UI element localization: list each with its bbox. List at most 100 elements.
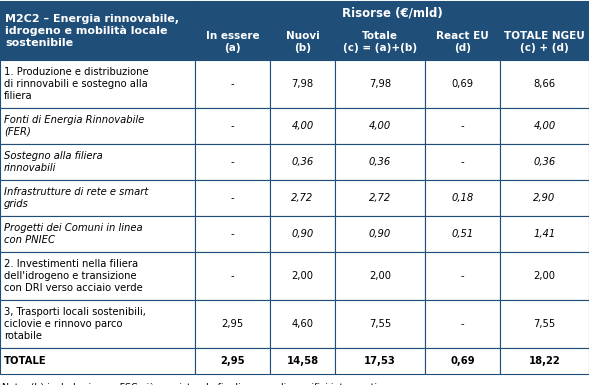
Text: 4,00: 4,00 (534, 121, 555, 131)
Text: TOTALE NGEU
(c) + (d): TOTALE NGEU (c) + (d) (504, 31, 585, 53)
Bar (500, 144, 589, 180)
Text: 2,72: 2,72 (292, 193, 313, 203)
Text: -: - (231, 193, 234, 203)
Bar (0, 108, 195, 144)
Bar (425, 60, 500, 108)
Bar (335, 144, 425, 180)
Bar (335, 24, 425, 60)
Text: 2,90: 2,90 (534, 193, 555, 203)
Text: Progetti dei Comuni in linea
con PNIEC: Progetti dei Comuni in linea con PNIEC (4, 223, 143, 245)
Text: 0,69: 0,69 (451, 79, 474, 89)
Text: 7,55: 7,55 (369, 319, 391, 329)
Text: -: - (461, 157, 464, 167)
Text: 0,90: 0,90 (292, 229, 313, 239)
Text: 0,69: 0,69 (450, 356, 475, 366)
Bar (500, 252, 589, 300)
Text: 8,66: 8,66 (534, 79, 555, 89)
Bar (270, 252, 335, 300)
Text: 2,72: 2,72 (369, 193, 391, 203)
Bar (195, 252, 270, 300)
Text: -: - (231, 229, 234, 239)
Text: 2. Investimenti nella filiera
dell'idrogeno e transizione
con DRI verso acciaio : 2. Investimenti nella filiera dell'idrog… (4, 259, 143, 293)
Text: 7,98: 7,98 (292, 79, 313, 89)
Bar (270, 348, 335, 374)
Bar (270, 108, 335, 144)
Bar (0, 300, 195, 348)
Text: -: - (231, 79, 234, 89)
Text: -: - (231, 271, 234, 281)
Text: M2C2 – Energia rinnovabile,
idrogeno e mobilità locale
sostenibile: M2C2 – Energia rinnovabile, idrogeno e m… (5, 14, 179, 48)
Bar (270, 24, 335, 60)
Bar (0, 144, 195, 180)
Bar (335, 348, 425, 374)
Text: 2,95: 2,95 (220, 356, 245, 366)
Text: 0,36: 0,36 (292, 157, 313, 167)
Bar (500, 348, 589, 374)
Bar (425, 24, 500, 60)
Bar (270, 60, 335, 108)
Bar (335, 300, 425, 348)
Bar (425, 252, 500, 300)
Bar (195, 216, 270, 252)
Bar (0, 252, 195, 300)
Bar (0, 60, 195, 108)
Bar (195, 300, 270, 348)
Bar (425, 216, 500, 252)
Bar (500, 60, 589, 108)
Text: -: - (231, 157, 234, 167)
Text: In essere
(a): In essere (a) (206, 31, 259, 53)
Bar (270, 180, 335, 216)
Bar (195, 60, 270, 108)
Text: 18,22: 18,22 (528, 356, 560, 366)
Text: Fonti di Energia Rinnovabile
(FER): Fonti di Energia Rinnovabile (FER) (4, 115, 144, 137)
Text: 2,95: 2,95 (221, 319, 244, 329)
Text: 0,36: 0,36 (534, 157, 555, 167)
Text: Totale
(c) = (a)+(b): Totale (c) = (a)+(b) (343, 31, 417, 53)
Bar (270, 144, 335, 180)
Bar (195, 144, 270, 180)
Text: 17,53: 17,53 (364, 356, 396, 366)
Text: 7,98: 7,98 (369, 79, 391, 89)
Bar (335, 180, 425, 216)
Bar (195, 24, 270, 60)
Text: 0,36: 0,36 (369, 157, 391, 167)
Text: 0,18: 0,18 (451, 193, 474, 203)
Text: -: - (461, 319, 464, 329)
Bar (500, 216, 589, 252)
Text: -: - (461, 271, 464, 281)
Text: 7,55: 7,55 (534, 319, 555, 329)
Text: 4,60: 4,60 (292, 319, 313, 329)
Text: 4,00: 4,00 (292, 121, 313, 131)
Bar (270, 300, 335, 348)
Bar (270, 216, 335, 252)
Bar (425, 348, 500, 374)
Bar (425, 300, 500, 348)
Bar (500, 300, 589, 348)
Bar (425, 144, 500, 180)
Text: 0,90: 0,90 (369, 229, 391, 239)
Bar (195, 2, 589, 24)
Bar (0, 348, 195, 374)
Text: 1,41: 1,41 (534, 229, 555, 239)
Text: Infrastrutture di rete e smart
grids: Infrastrutture di rete e smart grids (4, 187, 148, 209)
Bar (335, 252, 425, 300)
Bar (500, 24, 589, 60)
Text: React EU
(d): React EU (d) (436, 31, 489, 53)
Bar (500, 180, 589, 216)
Text: Nuovi
(b): Nuovi (b) (286, 31, 319, 53)
Bar (195, 108, 270, 144)
Bar (0, 216, 195, 252)
Bar (500, 108, 589, 144)
Bar (195, 348, 270, 374)
Text: Note: (b) include risorse FSC già previste, da finalizzare agli specifici interv: Note: (b) include risorse FSC già previs… (2, 383, 377, 385)
Text: -: - (231, 121, 234, 131)
Text: Risorse (€/mld): Risorse (€/mld) (342, 7, 442, 20)
Text: 0,51: 0,51 (451, 229, 474, 239)
Text: 3, Trasporti locali sostenibili,
ciclovie e rinnovo parco
rotabile: 3, Trasporti locali sostenibili, ciclovi… (4, 307, 146, 341)
Bar (0, 180, 195, 216)
Text: 2,00: 2,00 (369, 271, 391, 281)
Text: 14,58: 14,58 (286, 356, 319, 366)
Text: Sostegno alla filiera
rinnovabili: Sostegno alla filiera rinnovabili (4, 151, 102, 173)
Text: TOTALE: TOTALE (4, 356, 47, 366)
Text: -: - (461, 121, 464, 131)
